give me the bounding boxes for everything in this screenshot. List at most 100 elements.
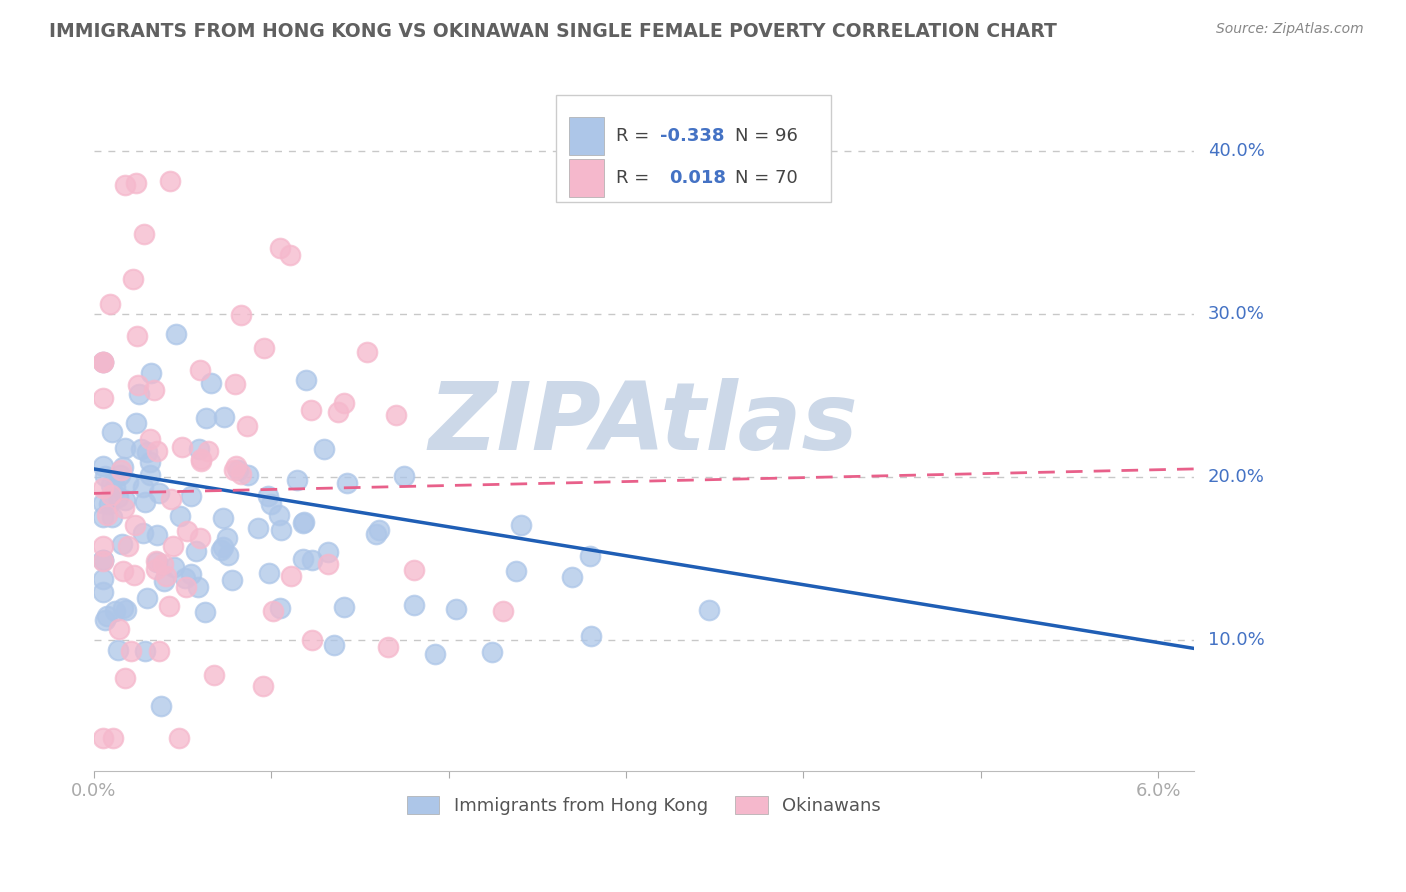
Point [169, 509, 191, 524]
Point [110, 467, 132, 482]
Point [333, 396, 356, 410]
Point [135, 591, 157, 605]
Point [114, 178, 136, 192]
Point [322, 638, 344, 652]
Legend: Immigrants from Hong Kong, Okinawans: Immigrants from Hong Kong, Okinawans [398, 787, 890, 824]
Point [155, 569, 177, 583]
Point [134, 495, 156, 509]
Point [278, 247, 301, 261]
Point [146, 555, 169, 569]
Point [257, 489, 280, 503]
Point [188, 362, 211, 376]
Point [122, 272, 145, 286]
Point [91, 553, 114, 567]
Point [114, 441, 136, 455]
Point [326, 404, 349, 418]
Point [149, 698, 172, 713]
Point [194, 605, 217, 619]
Point [176, 524, 198, 538]
Point [94, 468, 117, 483]
Point [91, 481, 114, 495]
Point [285, 473, 308, 487]
Point [138, 433, 160, 447]
Text: 10.0%: 10.0% [1208, 632, 1264, 649]
Point [100, 478, 122, 492]
Point [125, 417, 148, 431]
Point [423, 647, 446, 661]
Point [128, 387, 150, 401]
Point [444, 602, 467, 616]
Point [316, 557, 339, 571]
Point [91, 355, 114, 369]
Point [96, 609, 118, 624]
Point [269, 508, 291, 522]
Point [91, 553, 114, 567]
Point [117, 475, 139, 489]
Point [253, 341, 276, 355]
Point [125, 328, 148, 343]
Text: N = 96: N = 96 [735, 128, 799, 145]
Point [120, 643, 142, 657]
Point [148, 486, 170, 500]
Point [212, 511, 235, 525]
Point [481, 645, 503, 659]
Text: IMMIGRANTS FROM HONG KONG VS OKINAWAN SINGLE FEMALE POVERTY CORRELATION CHART: IMMIGRANTS FROM HONG KONG VS OKINAWAN SI… [49, 22, 1057, 41]
Point [188, 442, 211, 456]
Point [146, 443, 169, 458]
Point [145, 554, 167, 568]
Point [152, 574, 174, 588]
Point [292, 552, 315, 566]
Point [578, 549, 600, 563]
Point [124, 518, 146, 533]
Point [159, 491, 181, 506]
Point [134, 644, 156, 658]
Point [136, 444, 159, 458]
Point [492, 603, 515, 617]
Point [510, 517, 533, 532]
Point [236, 419, 259, 434]
Point [269, 601, 291, 615]
Point [100, 297, 122, 311]
Point [107, 490, 129, 504]
Point [152, 558, 174, 572]
Point [91, 496, 114, 510]
Point [139, 455, 162, 469]
Point [132, 480, 155, 494]
Point [104, 480, 127, 494]
Point [148, 644, 170, 658]
Text: N = 70: N = 70 [735, 169, 797, 187]
Point [114, 603, 136, 617]
Point [336, 475, 359, 490]
Point [190, 454, 212, 468]
Point [368, 524, 391, 538]
Point [224, 377, 246, 392]
Text: ZIPAtlas: ZIPAtlas [429, 378, 859, 470]
Point [91, 510, 114, 524]
Point [226, 463, 249, 477]
Point [215, 531, 238, 545]
Point [173, 571, 195, 585]
Point [505, 565, 527, 579]
Point [112, 564, 135, 578]
Point [246, 521, 269, 535]
Point [231, 467, 253, 482]
Point [91, 731, 114, 745]
Point [91, 585, 114, 599]
Point [172, 441, 194, 455]
Point [188, 531, 211, 545]
Point [356, 345, 378, 359]
Point [366, 527, 388, 541]
Point [225, 459, 247, 474]
Point [107, 643, 129, 657]
Point [139, 366, 162, 380]
Point [114, 493, 136, 508]
Point [100, 488, 122, 502]
Point [561, 570, 583, 584]
Point [252, 679, 274, 693]
Point [229, 308, 252, 322]
Point [262, 604, 284, 618]
Point [180, 490, 202, 504]
Point [224, 463, 246, 477]
Text: 0.018: 0.018 [669, 169, 725, 187]
Point [301, 633, 323, 648]
